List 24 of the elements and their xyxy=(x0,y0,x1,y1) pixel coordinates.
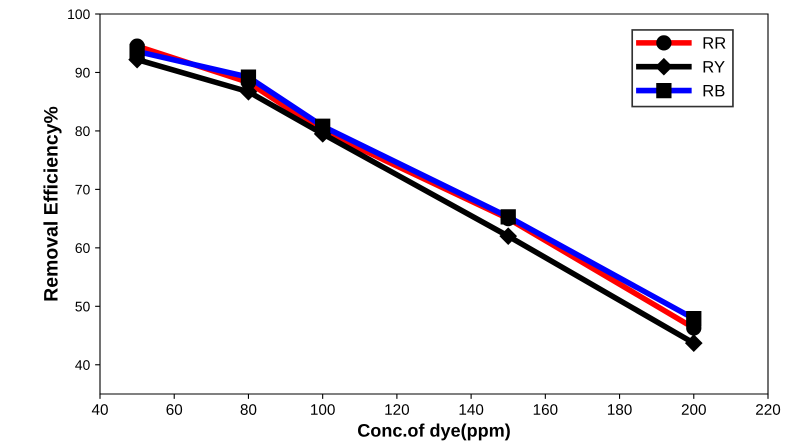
x-tick-label: 140 xyxy=(460,404,484,415)
y-tick-label: 40 xyxy=(75,360,90,370)
legend-label: RR xyxy=(704,37,726,49)
x-tick-label: 120 xyxy=(385,404,410,415)
y-tick-label: 90 xyxy=(75,68,90,78)
y-tick-label: 60 xyxy=(76,243,90,254)
y-axis-title: Removal Efficiency% xyxy=(43,106,62,300)
x-tick-label: 200 xyxy=(682,404,706,415)
y-tick-label: 50 xyxy=(75,302,90,312)
x-tick-label: 220 xyxy=(756,404,780,415)
x-tick-label: 180 xyxy=(608,404,632,415)
point xyxy=(685,334,702,352)
y-tick-label: 100 xyxy=(68,9,90,20)
x-tick-label: 80 xyxy=(240,404,256,415)
x-tick-label: 100 xyxy=(311,404,335,415)
point xyxy=(500,228,517,245)
legend-label: RB xyxy=(704,84,724,96)
y-tick-label: 70 xyxy=(76,184,90,195)
legend-label: RY xyxy=(704,61,725,73)
x-axis-title: Conc.of dye(ppm) xyxy=(358,424,510,440)
x-tick-label: 160 xyxy=(534,404,558,415)
x-tick-label: 40 xyxy=(92,404,108,415)
x-tick-label: 60 xyxy=(166,404,182,415)
y-tick-label: 80 xyxy=(75,126,90,136)
